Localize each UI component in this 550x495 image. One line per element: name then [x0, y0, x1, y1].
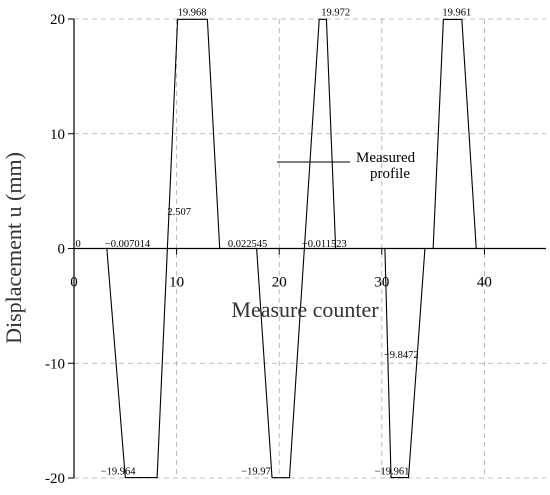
data-label: 2.507 [167, 207, 191, 218]
x-tick-label: 10 [169, 275, 184, 291]
y-axis-title: Displacement u (mm) [1, 152, 26, 344]
y-tick-label: 10 [50, 127, 65, 143]
data-label: −19.964 [101, 467, 137, 478]
y-tick-label: 20 [50, 12, 65, 28]
x-tick-label: 30 [374, 275, 389, 291]
x-axis-title: Measure counter [231, 297, 379, 322]
data-label: 19.961 [442, 8, 471, 19]
x-tick-label: 40 [477, 275, 492, 291]
data-label: 0 [76, 239, 81, 250]
legend-label-measured: Measured [356, 150, 416, 166]
series-layer [74, 18, 477, 479]
y-tick-label: 0 [58, 242, 66, 258]
axes-layer: -20 -10 0 10 20 0 10 20 30 40 [45, 12, 546, 487]
x-tick-label: 20 [272, 275, 287, 291]
data-label: 19.972 [321, 8, 350, 19]
legend: Measured profile [277, 150, 416, 182]
x-tick-label: 0 [70, 275, 78, 291]
annotation-layer: 0 −0.007014 2.507 19.968 0.022545 19.972 −0.01… [76, 8, 472, 478]
data-label: −0.011523 [302, 239, 347, 250]
data-label: −19.961 [375, 467, 410, 478]
data-label: −19.97 [241, 467, 271, 478]
y-tick-label: -20 [45, 471, 65, 487]
data-label: 0.022545 [228, 239, 267, 250]
legend-label-profile: profile [370, 166, 410, 182]
y-tick-label: -10 [45, 356, 65, 372]
series-line-0 [74, 18, 477, 479]
data-label: −0.007014 [105, 239, 151, 250]
data-label: 19.968 [178, 8, 207, 19]
data-label: −9.8472 [384, 350, 419, 361]
